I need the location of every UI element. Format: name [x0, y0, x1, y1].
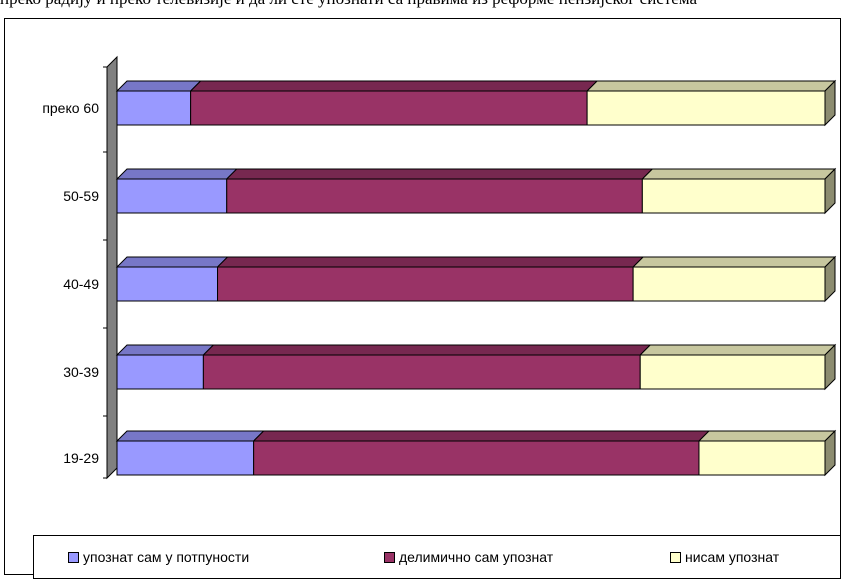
legend-swatch — [384, 551, 395, 563]
clipped-caption-text: преко радију и преко телевизије и да ли … — [0, 0, 848, 8]
bar-segment-50-59-1 — [116, 178, 228, 214]
bar-segment-30-39-3 — [639, 354, 826, 390]
bar-segment-40-49-1 — [116, 266, 219, 302]
bar-segment-19-29-2 — [253, 440, 700, 476]
bar-segment-30-39-1 — [116, 354, 204, 390]
bar-segment-50-59-2 — [226, 178, 643, 214]
legend: упознат сам у потпуности делимично сам уп… — [33, 535, 841, 579]
bar-top-50-59-3 — [641, 168, 837, 180]
legend-swatch — [68, 551, 79, 563]
bar-top-30-39-2 — [202, 344, 652, 356]
bar-top-19-29-1 — [115, 430, 265, 442]
bar-top-40-49-3 — [631, 256, 837, 268]
chart-frame: 19-29 30-39 40-49 50-59 преко 60 упознат сам… — [4, 18, 841, 579]
bar-segment-преко 60-3 — [586, 90, 826, 126]
bar-segment-30-39-2 — [202, 354, 641, 390]
legend-label: упознат сам у потпуности — [83, 549, 250, 565]
category-label: преко 60 — [42, 100, 99, 116]
bar-top-19-29-3 — [697, 430, 837, 442]
bar-top-50-59-2 — [225, 168, 654, 180]
bar-segment-19-29-1 — [116, 440, 255, 476]
category-label: 30-39 — [63, 364, 99, 380]
bar-top-30-39-1 — [115, 344, 215, 356]
bar-end-50-59 — [824, 167, 836, 215]
bar-segment-40-49-2 — [217, 266, 634, 302]
legend-label: нисам упознат — [685, 549, 780, 565]
bar-end-19-29 — [824, 429, 836, 477]
bar-segment-19-29-3 — [698, 440, 826, 476]
bar-top-19-29-2 — [252, 430, 711, 442]
bar-top-40-49-1 — [115, 256, 229, 268]
bar-top-40-49-2 — [216, 256, 645, 268]
bar-top-50-59-1 — [115, 168, 238, 180]
bar-segment-50-59-3 — [641, 178, 826, 214]
category-label: 50-59 — [63, 188, 99, 204]
legend-swatch — [670, 551, 681, 563]
bar-top-30-39-3 — [639, 344, 837, 356]
bar-top-преко 60-3 — [585, 80, 837, 92]
bar-top-преко 60-2 — [189, 80, 599, 92]
legend-item: нисам упознат — [670, 549, 779, 565]
category-label: 19-29 — [63, 450, 99, 466]
category-label: 40-49 — [63, 276, 99, 292]
bar-segment-40-49-3 — [632, 266, 826, 302]
legend-item: делимично сам упознат — [384, 549, 553, 565]
axis-side-wall — [106, 55, 118, 480]
bar-segment-преко 60-2 — [190, 90, 588, 126]
bar-end-преко 60 — [824, 79, 836, 127]
legend-item: упознат сам у потпуности — [68, 549, 249, 565]
bar-end-30-39 — [824, 343, 836, 391]
bar-top-преко 60-1 — [115, 80, 202, 92]
bar-end-40-49 — [824, 255, 836, 303]
legend-label: делимично сам упознат — [399, 549, 554, 565]
bar-chart: 19-29 30-39 40-49 50-59 преко 60 — [42, 55, 837, 480]
bar-segment-преко 60-1 — [116, 90, 192, 126]
